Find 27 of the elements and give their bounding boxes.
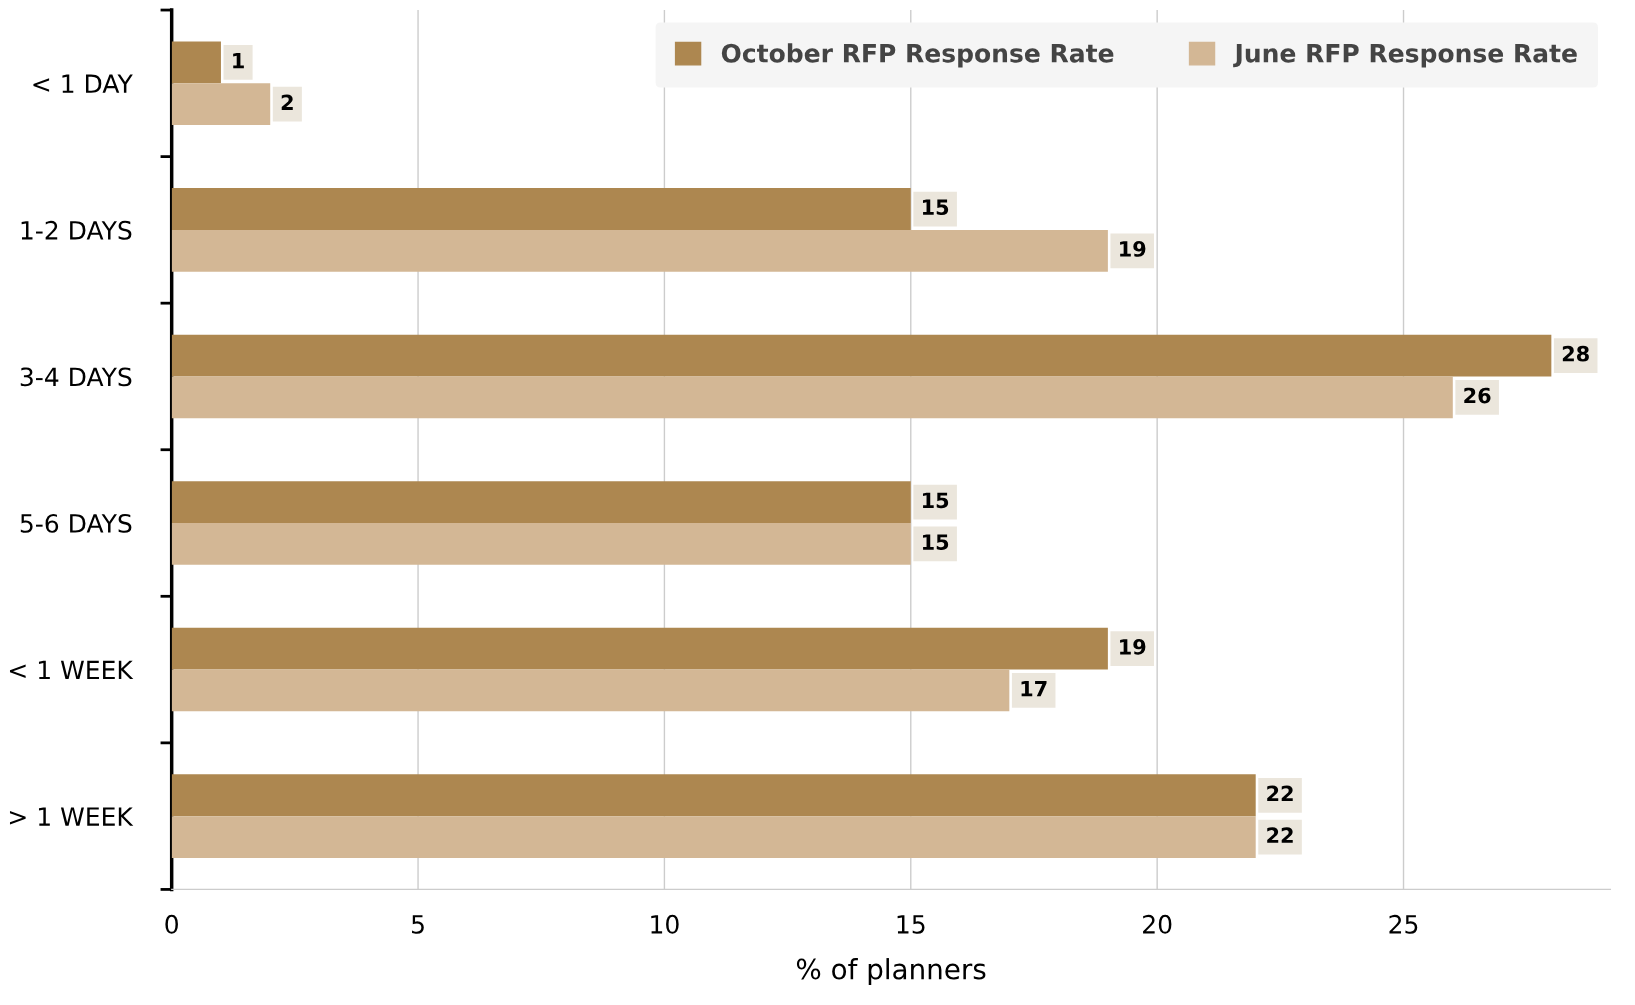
y-tick-label: < 1 WEEK <box>9 660 134 680</box>
data-label: 28 <box>1562 345 1589 362</box>
y-tick-label: 3-4 DAYS <box>20 367 132 387</box>
data-label: 26 <box>1464 387 1491 404</box>
data-label: 15 <box>922 534 949 550</box>
data-label: 17 <box>1021 681 1047 697</box>
y-tick-label: 5-6 DAYS <box>20 513 132 533</box>
data-label: 2 <box>281 94 293 110</box>
data-label: 1 <box>233 53 244 69</box>
legend-label: October RFP Response Rate <box>721 43 1114 68</box>
x-tick-label: 15 <box>897 915 925 934</box>
x-tick-label: 25 <box>1389 914 1418 934</box>
y-tick-label: 1-2 DAYS <box>21 220 132 240</box>
legend-label: June RFP Response Rate <box>1233 44 1577 68</box>
y-tick-label: > 1 WEEK <box>9 807 134 826</box>
x-axis-title: % of planners <box>796 958 986 985</box>
data-label: 22 <box>1267 827 1293 843</box>
data-label: 15 <box>922 492 949 509</box>
y-tick-label: < 1 DAY <box>33 74 133 93</box>
x-tick-label: 0 <box>165 914 178 934</box>
data-label: 19 <box>1120 241 1146 257</box>
data-label: 15 <box>922 199 949 216</box>
data-label: 19 <box>1120 639 1146 655</box>
data-label: 22 <box>1267 785 1293 802</box>
x-tick-label: 5 <box>412 915 424 934</box>
x-tick-label: 10 <box>651 914 679 934</box>
x-tick-label: 20 <box>1143 914 1172 934</box>
